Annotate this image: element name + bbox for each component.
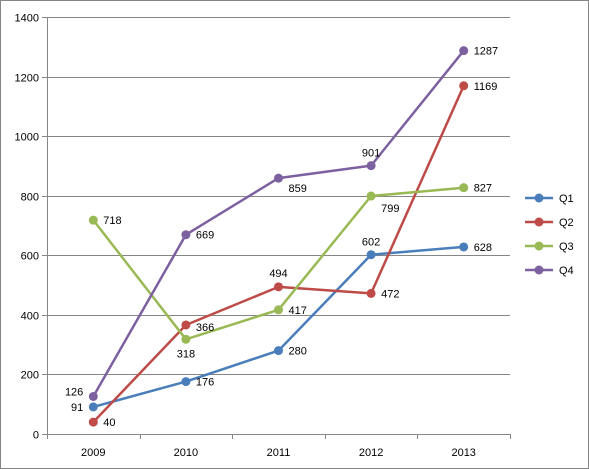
data-label-q2: 1169 <box>474 81 498 93</box>
data-label-q1: 628 <box>474 242 492 254</box>
data-label-q3: 718 <box>103 215 121 227</box>
legend-item-q1: Q1 <box>525 193 574 205</box>
legend-label: Q1 <box>559 193 574 205</box>
legend: Q1 Q2 Q3 Q4 <box>525 193 574 277</box>
data-point-q4 <box>274 173 283 183</box>
series-line-q4 <box>92 49 465 398</box>
y-tick-label: 1400 <box>15 13 39 25</box>
axes <box>42 17 511 439</box>
data-labels: 91 176 280 602 628 40 366 494 472 1169 718 318 417 79… <box>65 46 498 429</box>
data-label-q1: 602 <box>362 237 380 249</box>
data-label-q3: 799 <box>381 203 399 215</box>
y-tick-label: 400 <box>21 311 39 323</box>
data-label-q2: 40 <box>103 417 115 429</box>
series-markers <box>88 46 469 427</box>
x-tick-label: 2009 <box>81 447 105 459</box>
legend-item-q4: Q4 <box>525 265 574 277</box>
legend-swatch-marker <box>534 193 544 203</box>
data-point-q2 <box>181 320 191 330</box>
data-point-q3 <box>274 305 283 315</box>
data-label-q4: 669 <box>196 230 214 242</box>
data-point-q1 <box>88 402 98 412</box>
data-point-q3 <box>366 191 376 201</box>
x-tick-label: 2011 <box>267 447 291 459</box>
legend-swatch-marker <box>534 241 544 251</box>
x-axis-tick-labels: 2009 2010 2011 2012 2013 <box>81 447 476 459</box>
data-label-q1: 176 <box>196 377 214 389</box>
x-tick-label: 2013 <box>451 447 475 459</box>
x-tick-label: 2010 <box>174 447 198 459</box>
data-point-q3 <box>459 183 469 193</box>
data-point-q3 <box>88 215 98 225</box>
gridlines <box>47 17 510 375</box>
data-point-q2 <box>274 282 283 292</box>
data-label-q4: 1287 <box>474 46 498 58</box>
data-point-q3 <box>181 334 191 344</box>
legend-item-q2: Q2 <box>525 217 574 229</box>
data-label-q4: 859 <box>289 183 307 195</box>
data-point-q2 <box>366 288 376 298</box>
x-tick-label: 2012 <box>359 447 383 459</box>
data-label-q4: 901 <box>362 148 380 160</box>
data-point-q4 <box>366 161 376 171</box>
data-label-q3: 827 <box>474 183 492 195</box>
legend-swatch-marker <box>534 217 544 227</box>
legend-swatch-marker <box>534 265 544 275</box>
data-label-q3: 318 <box>177 348 195 360</box>
data-point-q1 <box>274 346 283 356</box>
y-tick-label: 600 <box>21 251 39 263</box>
data-label-q1: 91 <box>71 402 83 414</box>
legend-label: Q4 <box>559 265 574 277</box>
y-tick-label: 1000 <box>15 132 39 144</box>
y-tick-label: 0 <box>33 430 39 442</box>
data-point-q4 <box>181 230 191 240</box>
y-tick-label: 1200 <box>15 73 39 85</box>
y-axis-tick-labels: 0 200 400 600 800 1000 1200 1400 <box>15 13 39 442</box>
data-point-q1 <box>366 250 376 260</box>
data-point-q4 <box>88 391 98 401</box>
legend-label: Q2 <box>559 217 574 229</box>
y-tick-label: 800 <box>21 192 39 204</box>
legend-item-q3: Q3 <box>525 241 574 253</box>
legend-label: Q3 <box>559 241 574 253</box>
data-point-q2 <box>88 417 98 427</box>
data-label-q4: 126 <box>65 386 83 398</box>
data-point-q4 <box>459 46 469 56</box>
data-point-q2 <box>459 81 469 91</box>
data-point-q1 <box>459 242 469 252</box>
data-label-q2: 366 <box>196 322 214 334</box>
series-lines <box>92 49 465 423</box>
y-tick-label: 200 <box>21 370 39 382</box>
data-label-q2: 494 <box>269 268 287 280</box>
data-point-q1 <box>181 377 191 387</box>
data-label-q3: 417 <box>289 305 307 317</box>
data-label-q2: 472 <box>381 288 399 300</box>
data-label-q1: 280 <box>289 346 307 358</box>
